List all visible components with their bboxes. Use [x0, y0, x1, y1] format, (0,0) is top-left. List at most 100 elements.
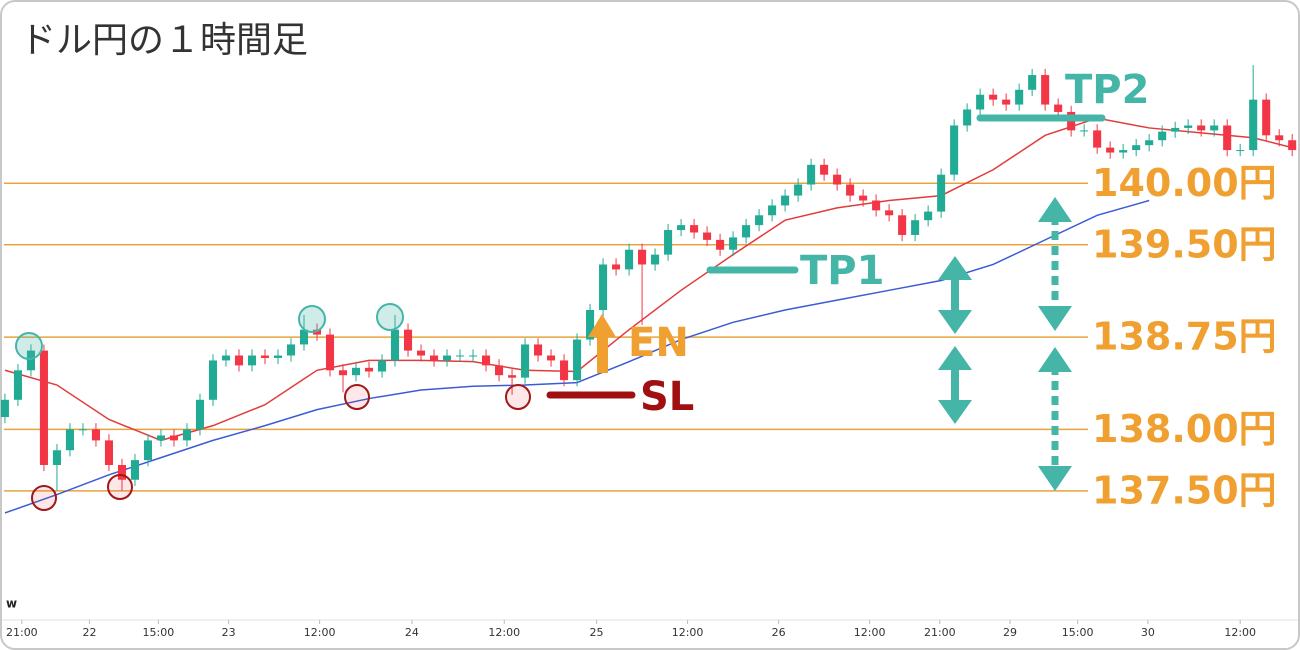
en-label: EN: [628, 320, 689, 366]
candle-body: [989, 94, 998, 100]
candle-body: [208, 360, 218, 400]
x-tick-label: 21:00: [6, 626, 38, 639]
candle-body: [338, 370, 348, 376]
candle-body: [469, 355, 478, 357]
candle-body: [1262, 99, 1271, 136]
arrow-head: [1038, 306, 1072, 331]
en-arrow: [588, 314, 616, 373]
candle-body: [703, 232, 712, 240]
candle-body: [534, 344, 543, 356]
high-markers: [15, 303, 404, 360]
level-label: 140.00円: [1092, 161, 1277, 205]
arrow-head: [588, 314, 616, 337]
candle-body: [586, 310, 595, 340]
candle-body: [612, 264, 621, 270]
candle-body: [104, 440, 113, 465]
candle-body: [1041, 75, 1050, 105]
candle-body: [1210, 125, 1219, 131]
logo: w: [6, 597, 17, 611]
x-tick-label: 12:00: [304, 626, 336, 639]
level-label: 138.00円: [1092, 407, 1277, 451]
candle-body: [482, 355, 491, 366]
candle-body: [1132, 145, 1141, 151]
tp2-label: TP2: [1065, 67, 1149, 113]
level-label: 138.75円: [1092, 315, 1277, 359]
candle-body: [429, 355, 439, 361]
candle-body: [1015, 89, 1024, 105]
candle-body: [169, 435, 179, 441]
candle-body: [1184, 125, 1193, 128]
candle-body: [937, 174, 946, 212]
chart-title: ドル円の１時間足: [20, 20, 308, 61]
candle-body: [416, 350, 426, 356]
candle-body: [26, 350, 35, 371]
candle-body: [221, 355, 231, 361]
arrow-head: [938, 256, 972, 280]
candle-body: [377, 360, 387, 372]
candle-body: [299, 329, 309, 345]
candle-body: [1158, 131, 1167, 141]
candle-body: [820, 164, 829, 175]
x-tick-label: 12:00: [672, 626, 704, 639]
candle-body: [963, 109, 972, 126]
candle-body: [1288, 140, 1297, 151]
candle-body: [885, 210, 894, 216]
x-tick-label: 30: [1141, 626, 1155, 639]
x-tick-label: 23: [222, 626, 236, 639]
x-tick-label: 22: [82, 626, 96, 639]
x-tick-label: 12:00: [488, 626, 520, 639]
candle-body: [898, 215, 907, 235]
candle-body: [403, 329, 413, 351]
candle-body: [1249, 99, 1258, 151]
candle-body: [794, 184, 803, 196]
candle-body: [924, 211, 933, 221]
candle-body: [65, 429, 74, 451]
candle-body: [130, 460, 139, 480]
candle-body: [768, 205, 777, 216]
arrow-head: [1038, 347, 1072, 372]
arrow-head: [1038, 466, 1072, 491]
marker: [31, 485, 57, 511]
candle-body: [872, 200, 881, 211]
x-tick-label: 21:00: [924, 626, 956, 639]
candle-body: [833, 174, 842, 185]
candle-body: [1197, 125, 1206, 131]
candle-body: [0, 399, 9, 418]
candle-body: [325, 334, 335, 371]
candle-body: [1171, 127, 1180, 132]
candle-body: [234, 355, 244, 366]
candle-body: [286, 344, 296, 356]
candle-body: [1080, 130, 1089, 132]
candle-body: [390, 329, 400, 361]
low-markers: [31, 384, 531, 511]
x-tick-label: 12:00: [854, 626, 886, 639]
candle-body: [312, 329, 322, 335]
candle-body: [755, 215, 764, 226]
arrow-head: [938, 310, 972, 334]
marker: [344, 384, 370, 410]
candle-body: [625, 249, 634, 270]
arrow-head: [1038, 197, 1072, 222]
candle-body: [560, 360, 569, 381]
candle-body: [91, 429, 100, 441]
candle-body: [742, 225, 751, 238]
candle-body: [547, 355, 556, 361]
candle-body: [950, 125, 959, 175]
marker: [15, 332, 43, 360]
x-tick-label: 24: [405, 626, 419, 639]
candle-body: [182, 429, 192, 441]
candle-body: [1275, 135, 1284, 141]
candle-body: [1106, 147, 1115, 153]
candle-body: [351, 367, 361, 376]
candle-body: [807, 164, 816, 185]
x-tick-label: 12:00: [1224, 626, 1256, 639]
candle-body: [364, 367, 374, 372]
candle-body: [599, 264, 608, 310]
x-axis-labels: 21:00 22 15:00 23 12:00 24 12:00 25 12:00 26 12:00…: [6, 620, 1256, 639]
tp1-label: TP1: [800, 248, 884, 294]
candle-body: [911, 220, 920, 235]
candle-body: [273, 355, 283, 358]
sl-label: SL: [640, 374, 694, 420]
